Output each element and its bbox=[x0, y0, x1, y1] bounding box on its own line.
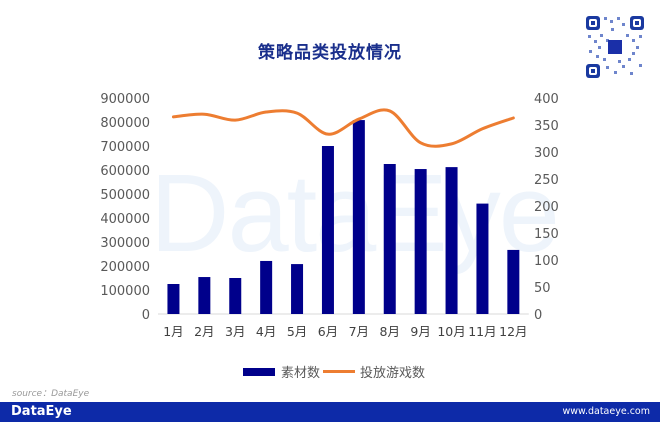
x-axis-tick: 3月 bbox=[225, 324, 245, 339]
x-axis-tick: 11月 bbox=[468, 324, 496, 339]
bar bbox=[352, 120, 365, 314]
right-axis-tick: 100 bbox=[534, 254, 559, 269]
left-axis-tick: 300000 bbox=[100, 236, 150, 251]
footer-brand-logo: DataEye bbox=[11, 404, 72, 419]
bar bbox=[414, 169, 427, 314]
x-axis-tick: 8月 bbox=[380, 324, 400, 339]
bar bbox=[291, 264, 304, 314]
left-axis-tick: 600000 bbox=[100, 164, 150, 179]
right-axis-tick: 50 bbox=[534, 281, 551, 296]
left-axis-tick: 400000 bbox=[100, 212, 150, 227]
x-axis-tick: 1月 bbox=[163, 324, 183, 339]
x-axis-tick: 12月 bbox=[499, 324, 527, 339]
legend-bar-label: 素材数 bbox=[281, 366, 321, 381]
x-axis-tick: 6月 bbox=[318, 324, 338, 339]
bar bbox=[167, 284, 180, 314]
x-axis-tick: 4月 bbox=[256, 324, 276, 339]
legend-bar-swatch bbox=[243, 367, 275, 376]
chart-title: 策略品类投放情况 bbox=[258, 43, 402, 63]
left-axis-tick: 800000 bbox=[100, 116, 150, 131]
x-axis-tick: 2月 bbox=[194, 324, 214, 339]
right-axis-tick: 300 bbox=[534, 146, 559, 161]
legend-line-label: 投放游戏数 bbox=[360, 366, 426, 381]
line-series bbox=[171, 108, 515, 148]
legend-line-swatch bbox=[323, 370, 356, 373]
footer-bar: DataEye www.dataeye.com bbox=[0, 402, 660, 422]
right-axis-tick: 400 bbox=[534, 92, 559, 107]
left-axis-tick: 500000 bbox=[100, 188, 150, 203]
x-axis-tick: 10月 bbox=[437, 324, 465, 339]
right-axis-tick: 150 bbox=[534, 227, 559, 242]
x-axis-tick: 9月 bbox=[410, 324, 430, 339]
right-axis-tick: 200 bbox=[534, 200, 559, 215]
footer-url: www.dataeye.com bbox=[562, 406, 650, 417]
left-axis-tick: 700000 bbox=[100, 140, 150, 155]
left-axis-tick: 100000 bbox=[100, 284, 150, 299]
bar bbox=[229, 278, 242, 314]
bar bbox=[321, 146, 334, 314]
bar bbox=[260, 260, 273, 314]
qr-code-icon bbox=[584, 14, 646, 80]
bar bbox=[198, 277, 211, 314]
source-note: source：DataEye bbox=[12, 389, 90, 399]
right-axis-tick: 250 bbox=[534, 173, 559, 188]
bar bbox=[507, 249, 520, 314]
bar bbox=[383, 164, 396, 314]
left-axis-tick: 900000 bbox=[100, 92, 150, 107]
right-axis-tick: 0 bbox=[534, 308, 542, 323]
left-axis-tick: 200000 bbox=[100, 260, 150, 275]
bar bbox=[445, 167, 458, 314]
legend: 素材数 投放游戏数 bbox=[243, 362, 425, 381]
left-axis-tick: 0 bbox=[142, 308, 150, 323]
bar bbox=[476, 203, 489, 314]
right-axis-tick: 350 bbox=[534, 119, 559, 134]
x-axis-tick: 7月 bbox=[349, 324, 369, 339]
x-axis-tick: 5月 bbox=[287, 324, 307, 339]
